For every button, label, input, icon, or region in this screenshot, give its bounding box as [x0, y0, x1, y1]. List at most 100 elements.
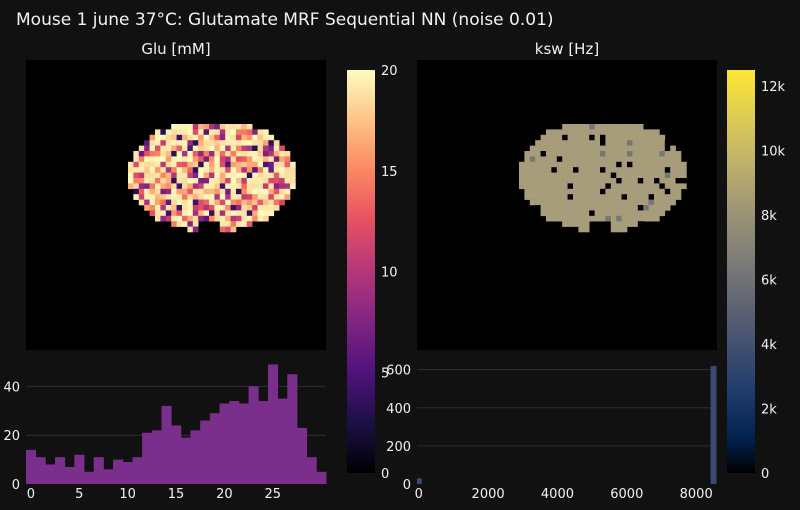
ksw-map-pixel [529, 199, 536, 206]
ksw-map-pixel [562, 210, 568, 217]
glu-map-pixel [263, 194, 269, 200]
ksw-map-pixel [632, 151, 639, 157]
ksw-map-pixel [637, 199, 644, 206]
glu-map-pixel [230, 215, 237, 222]
glu-map-pixel [155, 194, 161, 200]
glu-map-pixel [149, 134, 156, 141]
ksw-map-pixel [578, 188, 585, 195]
glu-map-pixel [214, 156, 221, 163]
glu-map-pixel [187, 140, 194, 146]
ksw-map-pixel [524, 161, 531, 168]
ksw-map-pixel [546, 194, 552, 200]
ksw-map-pixel [659, 161, 666, 168]
ksw-map-pixel [556, 183, 563, 190]
ksw-map-pixel [551, 210, 558, 217]
glu-map-pixel [209, 188, 215, 195]
ksw-map-pixel [637, 178, 644, 184]
glu-map-pixel [165, 172, 172, 179]
glu-map-pixel [155, 183, 161, 190]
ksw-map-pixel [546, 215, 552, 222]
ksw-map-pixel [535, 151, 541, 157]
glu-map-pixel [203, 161, 210, 168]
ksw-map-pixel [627, 151, 633, 157]
ksw-map-pixel [589, 215, 595, 222]
glu-map-pixel [252, 145, 258, 152]
glu-map-pixel [252, 129, 258, 136]
ksw-map-pixel [664, 140, 671, 146]
glu-map-pixel [214, 183, 221, 190]
glu-map-pixel [263, 172, 269, 179]
ksw-map-pixel [659, 210, 666, 217]
glu-map-pixel [176, 145, 183, 152]
ksw-map-pixel [632, 167, 639, 173]
glu-map-pixel [252, 178, 258, 184]
ksw-map-pixel [551, 172, 558, 179]
glu-colorbar-ticks: 0 5 10 15 20 [381, 64, 398, 482]
ksw-map-pixel [643, 134, 649, 141]
ksw-map-pixel [567, 172, 574, 179]
glu-map-pixel [176, 188, 183, 195]
ksw-map-pixel [610, 167, 617, 173]
glu-map-pixel [219, 172, 226, 179]
ksw-map-pixel [589, 124, 595, 130]
ksw-colorbar-ticks: 0 2k 4k 6k 8k 10k 12k [761, 80, 786, 482]
ksw-map-pixel [546, 199, 552, 206]
ksw-map-pixel [583, 215, 590, 222]
ksw-map-pixel [583, 172, 590, 179]
glu-map-pixel [198, 129, 204, 136]
glu-map-pixel [144, 188, 150, 195]
glu-map-pixel [263, 215, 269, 222]
glu-map-pixel [219, 205, 226, 211]
glu-map-pixel [268, 140, 275, 146]
glu-map-pixel [257, 183, 264, 190]
glu-hist-y-tick-label: 20 [3, 429, 20, 444]
glu-map-pixel [209, 199, 215, 206]
ksw-map-pixel [616, 167, 622, 173]
glu-map-pixel [192, 167, 199, 173]
glu-map-pixel [155, 178, 161, 184]
ksw-map-pixel [583, 183, 590, 190]
ksw-map-pixel [578, 210, 585, 217]
ksw-map-pixel [621, 210, 628, 217]
glu-map-pixel [144, 151, 150, 157]
glu-map-pixel [236, 161, 242, 168]
glu-map-pixel [252, 210, 258, 217]
glu-map-pixel [171, 183, 177, 190]
glu-map-pixel [171, 172, 177, 179]
glu-map-pixel [138, 188, 145, 195]
ksw-map-pixel [578, 172, 585, 179]
ksw-map-pixel [573, 167, 579, 173]
ksw-map-pixel [627, 199, 633, 206]
ksw-map-pixel [632, 140, 639, 146]
glu-map-pixel [284, 188, 291, 195]
ksw-map-pixel [664, 194, 671, 200]
ksw-map-pixel [605, 178, 612, 184]
ksw-map-pixel [540, 167, 547, 173]
ksw-map-pixel [567, 151, 574, 157]
glu-map-pixel [241, 183, 248, 190]
glu-map-pixel [257, 161, 264, 168]
ksw-map-pixel [562, 129, 568, 136]
ksw-map-pixel [551, 194, 558, 200]
ksw-map-pixel [616, 134, 622, 141]
glu-map-pixel [187, 183, 194, 190]
glu-map-pixel [219, 178, 226, 184]
ksw-map-pixel [583, 161, 590, 168]
glu-map-pixel [263, 140, 269, 146]
glu-map-pixel [160, 151, 167, 157]
ksw-map-pixel [643, 145, 649, 152]
ksw-map-pixel [562, 124, 568, 130]
glu-map-pixel [192, 188, 199, 195]
glu-map-pixel [165, 161, 172, 168]
ksw-map-pixel [632, 215, 639, 222]
ksw-map-pixel [573, 199, 579, 206]
ksw-map-pixel [589, 151, 595, 157]
glu-map-pixel [160, 205, 167, 211]
ksw-colorbar [727, 70, 755, 473]
ksw-map-pixel [621, 161, 628, 168]
glu-map-pixel [176, 210, 183, 217]
glu-histogram: 0 20 40 0 5 10 15 20 25 [3, 364, 327, 502]
ksw-map-pixel [621, 129, 628, 136]
ksw-map-pixel [605, 140, 612, 146]
